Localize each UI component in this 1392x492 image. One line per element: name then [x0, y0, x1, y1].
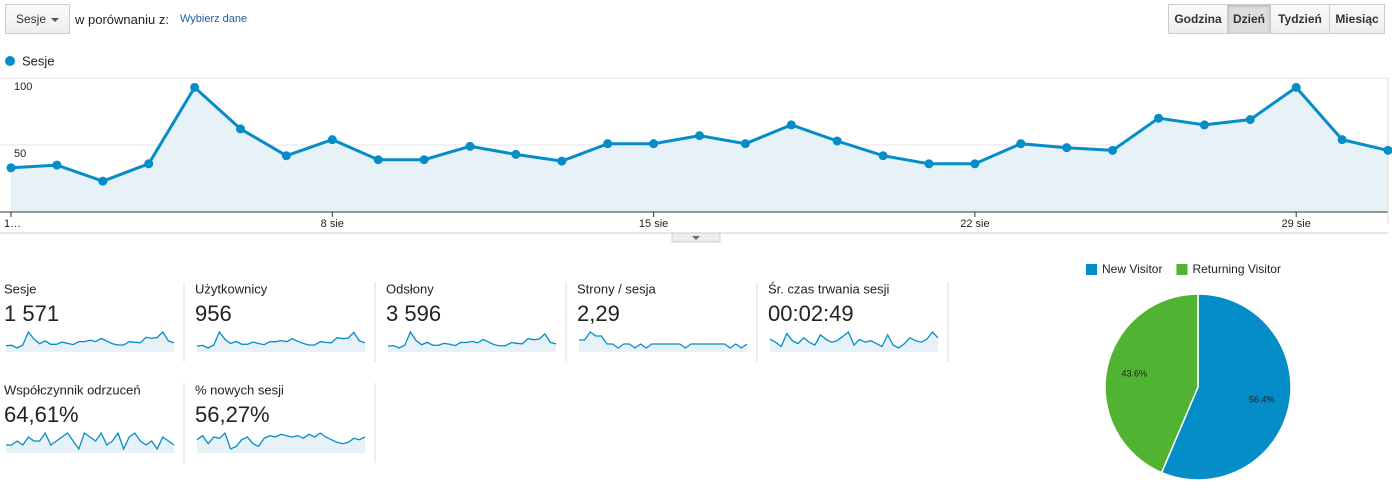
pie-slice — [1160, 293, 1292, 481]
point — [740, 139, 750, 149]
spark-area — [197, 433, 365, 453]
metric-value: 00:02:49 — [768, 301, 854, 326]
metric-label: Sesje — [4, 281, 37, 296]
metric-label: Śr. czas trwania sesji — [768, 281, 889, 296]
point — [603, 139, 613, 149]
point — [1016, 139, 1026, 149]
point — [465, 141, 475, 151]
spark-area — [197, 332, 365, 352]
collapse-arrow — [692, 236, 700, 240]
sparkline — [579, 331, 748, 349]
sparkline — [196, 330, 366, 349]
point — [1337, 135, 1347, 145]
legend-label: Sesje — [22, 53, 55, 68]
point — [1108, 145, 1118, 155]
area — [11, 87, 1388, 212]
metric-dropdown[interactable]: Sesje — [5, 4, 70, 34]
point — [1199, 120, 1209, 130]
sparkline — [5, 330, 175, 349]
pie-label: 56.4% — [1249, 394, 1275, 404]
sparkline — [387, 330, 557, 349]
point — [557, 156, 567, 166]
sparkline — [6, 431, 175, 451]
period-button[interactable]: Godzina — [1168, 4, 1228, 34]
y-tick-label: 100 — [14, 81, 32, 93]
point — [373, 155, 383, 165]
metric-label: Współczynnik odrzuceń — [4, 382, 141, 397]
metric-value: 1 571 — [4, 301, 59, 326]
point — [832, 136, 842, 146]
period-button[interactable]: Tydzień — [1270, 4, 1330, 34]
compare-link[interactable]: Wybierz dane — [180, 13, 248, 25]
metric-value: 56,27% — [195, 402, 270, 427]
point — [924, 159, 934, 169]
point — [786, 120, 796, 130]
point — [144, 159, 154, 169]
metric-value: 64,61% — [4, 402, 79, 427]
pie-slice — [1104, 293, 1199, 474]
point — [1383, 145, 1392, 155]
point — [98, 176, 108, 186]
metric-label: Strony / sesja — [577, 281, 657, 296]
point — [281, 151, 291, 161]
point — [1154, 113, 1163, 123]
period-button[interactable]: Dzień — [1227, 4, 1271, 34]
metric-value: 2,29 — [577, 301, 620, 326]
compare-label: w porównaniu z: — [75, 12, 169, 27]
x-tick-label: 22 sie — [960, 218, 989, 230]
legend-label: Returning Visitor — [1192, 262, 1281, 276]
point — [1291, 82, 1301, 92]
x-tick-label: 29 sie — [1282, 218, 1311, 230]
sparkline — [769, 330, 939, 349]
sparkline — [196, 431, 366, 450]
legend-swatch — [1176, 264, 1188, 275]
point — [1062, 143, 1072, 153]
metric-value: 3 596 — [386, 301, 441, 326]
spark-area — [6, 332, 174, 352]
point — [970, 159, 980, 169]
metric-value: 956 — [195, 301, 232, 326]
point — [236, 124, 245, 134]
spark-area — [6, 433, 174, 453]
point — [52, 160, 62, 170]
point — [695, 131, 704, 141]
point — [419, 155, 429, 165]
point — [878, 151, 888, 161]
legend-dot — [5, 56, 15, 66]
point — [511, 149, 521, 159]
pie-label: 43.6% — [1121, 368, 1147, 378]
point — [327, 135, 337, 145]
legend-label: New Visitor — [1102, 262, 1162, 276]
point — [190, 82, 200, 92]
legend-swatch — [1086, 264, 1097, 275]
x-tick-label: 15 sie — [639, 218, 668, 230]
x-tick-label: 8 sie — [321, 218, 344, 230]
metric-label: Odsłony — [386, 281, 434, 296]
point — [6, 163, 16, 173]
period-button[interactable]: Miesiąc — [1329, 4, 1385, 34]
point — [1245, 115, 1255, 125]
metric-label: % nowych sesji — [195, 382, 284, 397]
metric-label: Użytkownicy — [195, 281, 268, 296]
point — [649, 139, 659, 149]
y-tick-label: 50 — [14, 148, 26, 160]
spark-area — [579, 332, 747, 352]
x-tick-label: 1… — [4, 218, 21, 230]
